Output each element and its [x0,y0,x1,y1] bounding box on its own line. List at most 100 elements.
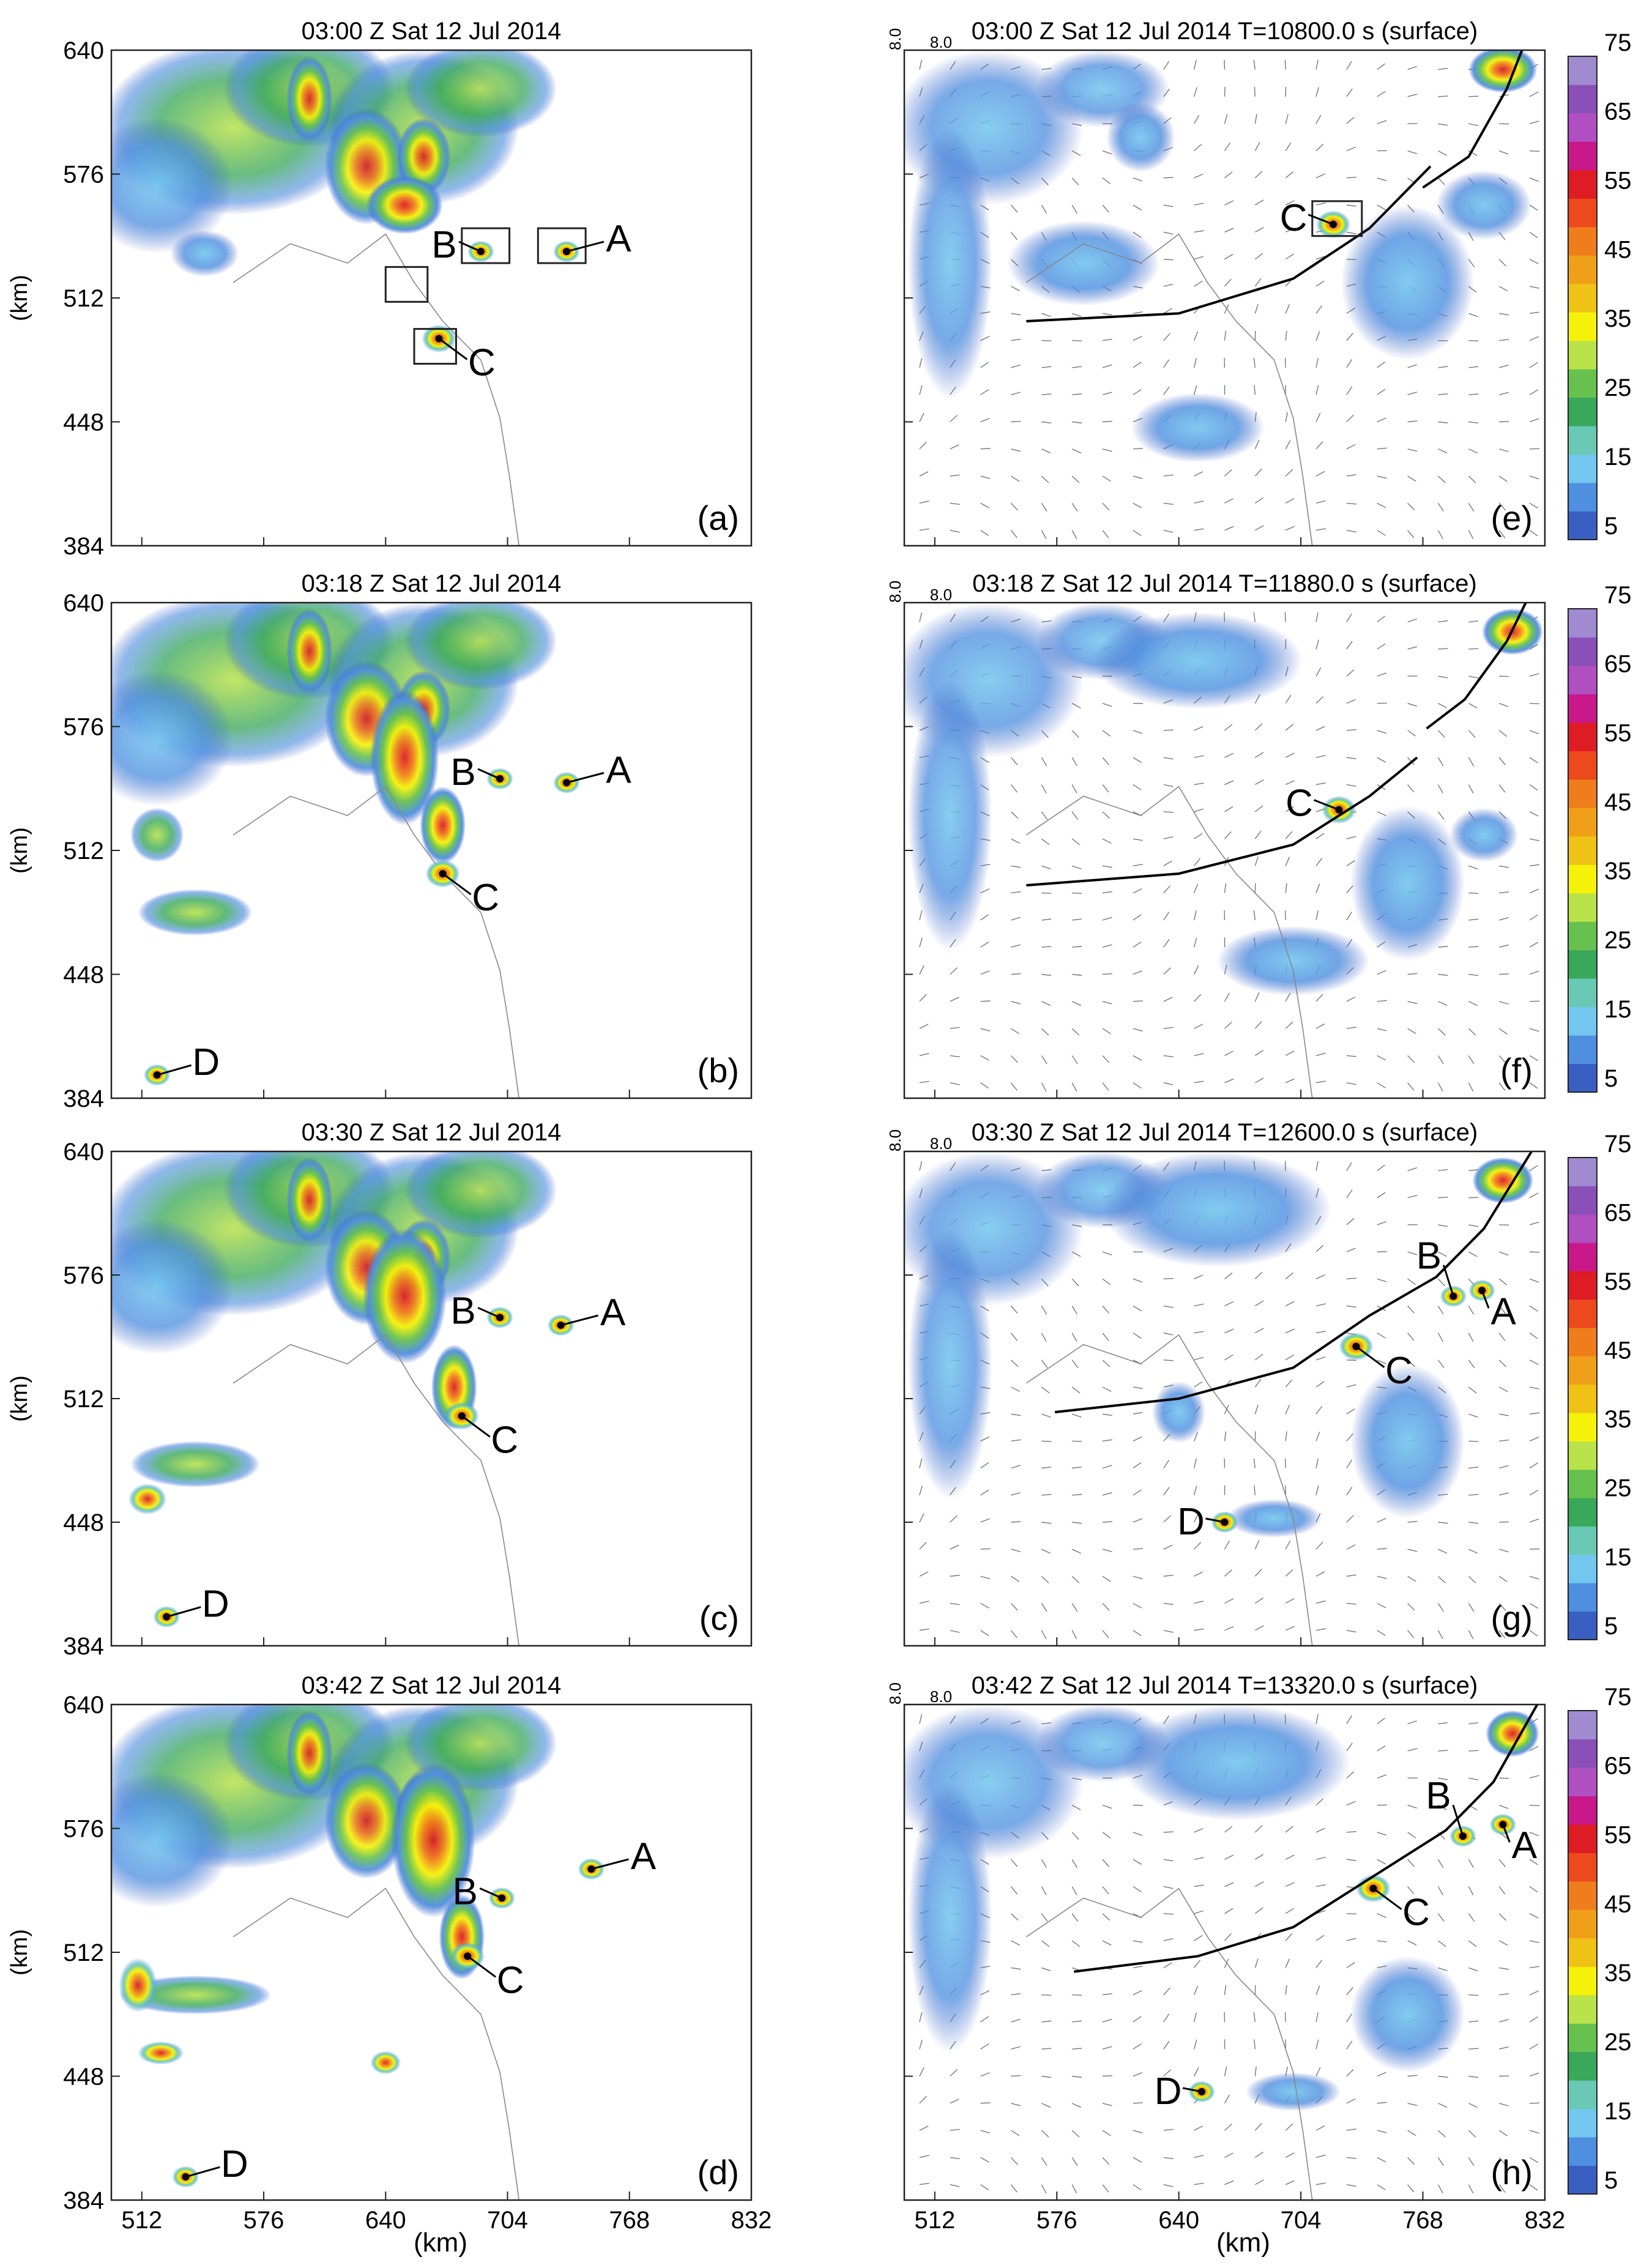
vector-ref-v: 8.0 [886,1129,904,1151]
colorbar-segment [1568,1158,1597,1186]
storm-arrow-head [1499,1821,1506,1828]
precip-area [1436,170,1531,240]
colorbar-segment [1568,609,1597,638]
colorbar-tick-label: 75 [1604,582,1632,609]
wind-vector [1103,974,1112,975]
y-tick-label: 448 [63,1509,104,1536]
colorbar-tick-label: 15 [1604,996,1632,1023]
colorbar-tick-label: 15 [1604,2098,1632,2125]
storm-arrow-head [1449,1293,1457,1300]
storm-label: A [631,1835,656,1878]
panel-title: 03:30 Z Sat 12 Jul 2014 T=12600.0 s (sur… [972,1119,1478,1146]
colorbar-tick-label: 75 [1604,1684,1632,1711]
colorbar-segment [1568,56,1597,85]
storm-arrow-head [1353,1343,1360,1350]
colorbar-tick-label: 65 [1604,99,1632,125]
panel-d: 03:42 Z Sat 12 Jul 2014(d)64057651244838… [7,1672,772,2234]
precip-area [138,2042,184,2065]
colorbar-tick-label: 5 [1604,513,1618,540]
x-tick-label: 704 [487,2207,528,2234]
storm-arrow-head [154,1071,161,1079]
vector-ref-h: 8.0 [930,1687,952,1706]
wind-vector [1072,893,1082,894]
precip-area [908,680,992,951]
wind-vector [1164,730,1173,731]
precip-area [1152,1381,1205,1443]
storm-label: B [450,1290,475,1332]
x-axis-label-left: (km) [414,2228,467,2258]
colorbar-tick-label: 5 [1604,2167,1618,2194]
wind-vector [1438,1750,1448,1751]
storm-arrow-head [1459,1832,1467,1840]
colorbar-tick-label: 35 [1604,1960,1632,1987]
wind-vector [1438,1197,1448,1198]
wind-vector [1285,358,1286,368]
storm-label: C [1285,783,1313,825]
colorbar-segment [1568,1271,1597,1299]
y-tick-label: 640 [63,1692,104,1719]
colorbar-tick-label: 45 [1604,789,1632,816]
y-tick-label: 576 [63,162,104,188]
panel-title: 03:42 Z Sat 12 Jul 2014 [302,1672,562,1699]
panel-title: 03:42 Z Sat 12 Jul 2014 T=13320.0 s (sur… [972,1672,1478,1699]
colorbar-segment [1568,113,1597,142]
y-tick-label: 448 [63,2064,104,2091]
y-tick-label: 384 [63,533,104,560]
x-tick-label: 576 [1036,2207,1077,2234]
wind-vector [1133,1001,1143,1002]
storm-label: D [1155,2070,1182,2113]
colorbar-tick-label: 25 [1604,927,1632,954]
y-tick-label: 448 [63,962,104,989]
colorbar-segment [1568,723,1597,751]
panel-f: 03:18 Z Sat 12 Jul 2014 T=11880.0 s (sur… [886,570,1545,1098]
wind-vector [1499,974,1509,975]
colorbar-segment [1568,637,1597,666]
y-tick-label: 384 [63,1633,104,1660]
x-tick-label: 768 [1402,2207,1443,2234]
precip-area [1449,808,1518,862]
precip-area [370,2051,401,2074]
colorbar-segment [1568,1385,1597,1413]
panel-label: (e) [1491,499,1533,537]
x-tick-label: 512 [121,2207,162,2234]
colorbar-segment [1568,2137,1597,2166]
storm-label: C [497,1959,524,2001]
panel-h: 03:42 Z Sat 12 Jul 2014 T=13320.0 s (sur… [886,1672,1565,2234]
precip-area [1121,1705,1350,1821]
colorbar-segment [1568,1711,1597,1739]
y-tick-label: 512 [63,1386,104,1413]
storm-arrow-head [477,248,485,255]
colorbar-segment [1568,1612,1597,1640]
colorbar-segment [1568,483,1597,511]
precip-area [908,128,992,399]
storm-arrow-head [458,1412,466,1419]
storm-label: A [600,1292,626,1334]
storm-label: D [202,1583,229,1626]
x-tick-label: 640 [1158,2207,1199,2234]
storm-label: C [491,1419,518,1461]
storm-label: C [1385,1350,1413,1392]
colorbar-segment [1568,1413,1597,1441]
colorbar-segment [1568,312,1597,341]
storm-label: A [606,749,631,791]
storm-arrow-head [1478,1287,1486,1294]
colorbar-segment [1568,1853,1597,1881]
colorbar-tick-label: 15 [1604,444,1632,470]
precip-area [1246,2072,1341,2111]
colorbar-tick-label: 55 [1604,1821,1632,1848]
panel-label: (h) [1491,2153,1533,2192]
storm-label: B [453,1870,478,1913]
colorbar-segment [1568,694,1597,723]
colorbar-segment [1568,1186,1597,1214]
panel-label: (f) [1500,1051,1533,1090]
colorbar-segment [1568,950,1597,979]
x-tick-label: 576 [244,2207,285,2234]
precip-area [1468,46,1537,93]
colorbar-segment [1568,978,1597,1007]
storm-label: A [1512,1824,1538,1867]
colorbar-tick-label: 55 [1604,1268,1632,1295]
colorbar-tick-label: 65 [1604,1199,1632,1226]
colorbar-segment [1568,1064,1597,1093]
